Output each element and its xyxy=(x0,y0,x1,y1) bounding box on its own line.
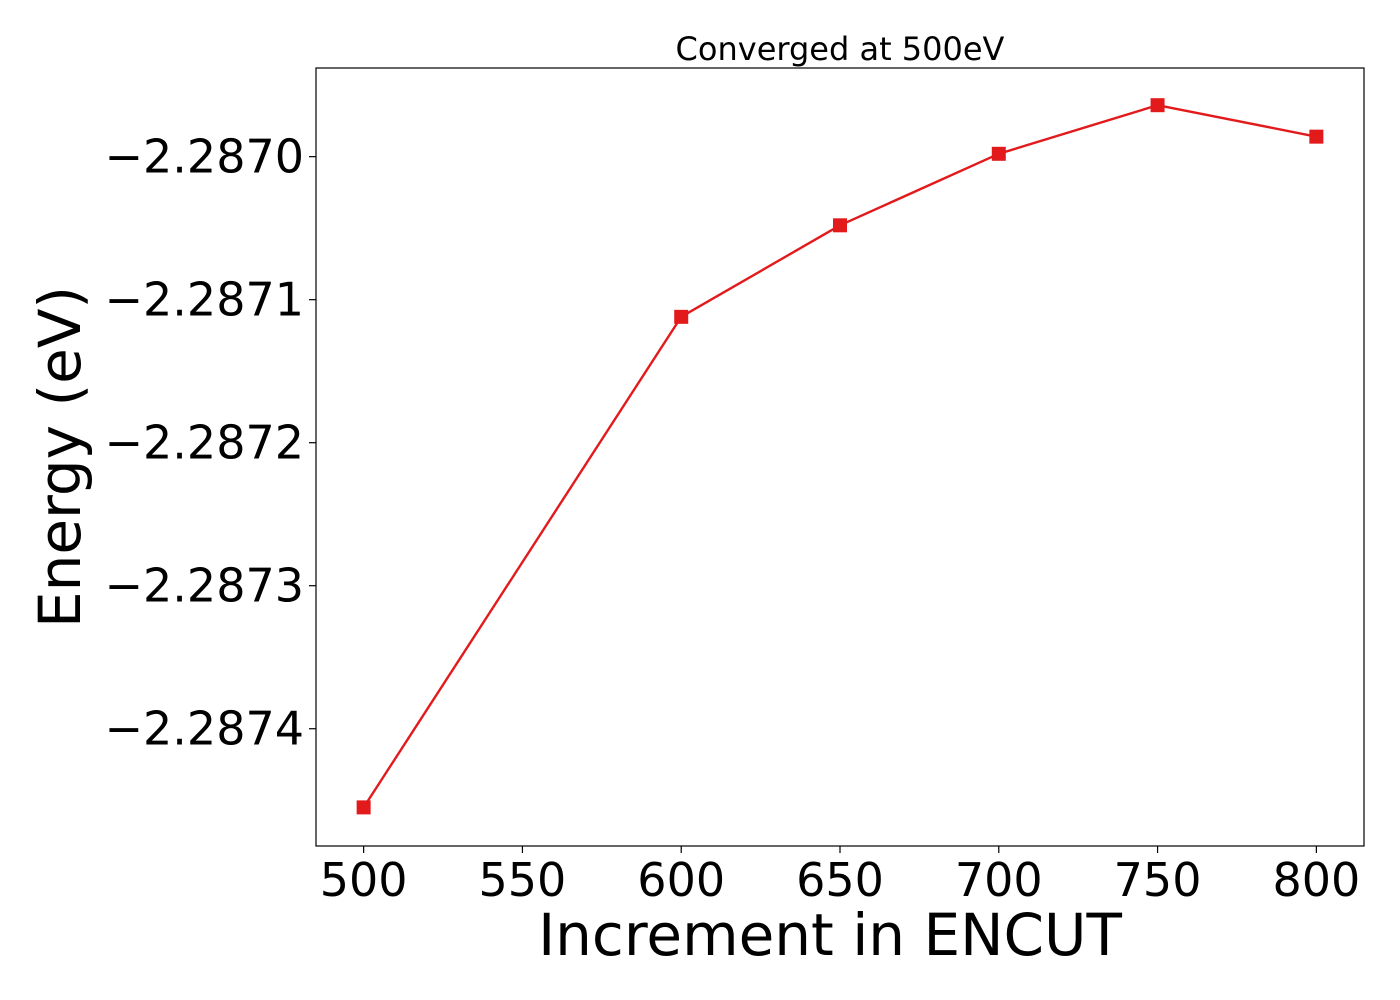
y-axis-label: Energy (eV) xyxy=(26,286,94,628)
chart-title: Converged at 500eV xyxy=(676,30,1005,68)
x-tick-label: 500 xyxy=(320,853,408,907)
x-tick-label: 750 xyxy=(1114,853,1202,907)
y-axis: −2.2874 −2.2873 −2.2872 −2.2871 −2.2870 xyxy=(105,130,316,756)
y-tick-label: −2.2870 xyxy=(105,130,305,184)
x-tick-label: 600 xyxy=(637,853,725,907)
data-point-marker xyxy=(833,218,847,233)
y-tick-label: −2.2871 xyxy=(105,273,305,327)
x-tick-label: 800 xyxy=(1272,853,1360,907)
data-point-marker xyxy=(991,146,1006,161)
y-tick-label: −2.2873 xyxy=(105,559,305,613)
data-point-marker xyxy=(1150,98,1165,113)
data-point-marker xyxy=(1309,129,1324,144)
x-axis-label: Increment in ENCUT xyxy=(538,901,1122,969)
y-tick-label: −2.2874 xyxy=(105,702,305,756)
plot-area-frame xyxy=(315,67,1365,847)
data-point-marker xyxy=(356,800,371,815)
x-tick-label: 650 xyxy=(796,853,884,907)
series-layer xyxy=(356,98,1324,815)
data-point-marker xyxy=(674,309,689,324)
x-tick-label: 700 xyxy=(955,853,1043,907)
x-axis: 500 550 600 650 700 750 800 xyxy=(320,846,1360,907)
x-tick-label: 550 xyxy=(479,853,567,907)
series-line xyxy=(362,103,1317,809)
y-tick-label: −2.2872 xyxy=(105,416,305,470)
